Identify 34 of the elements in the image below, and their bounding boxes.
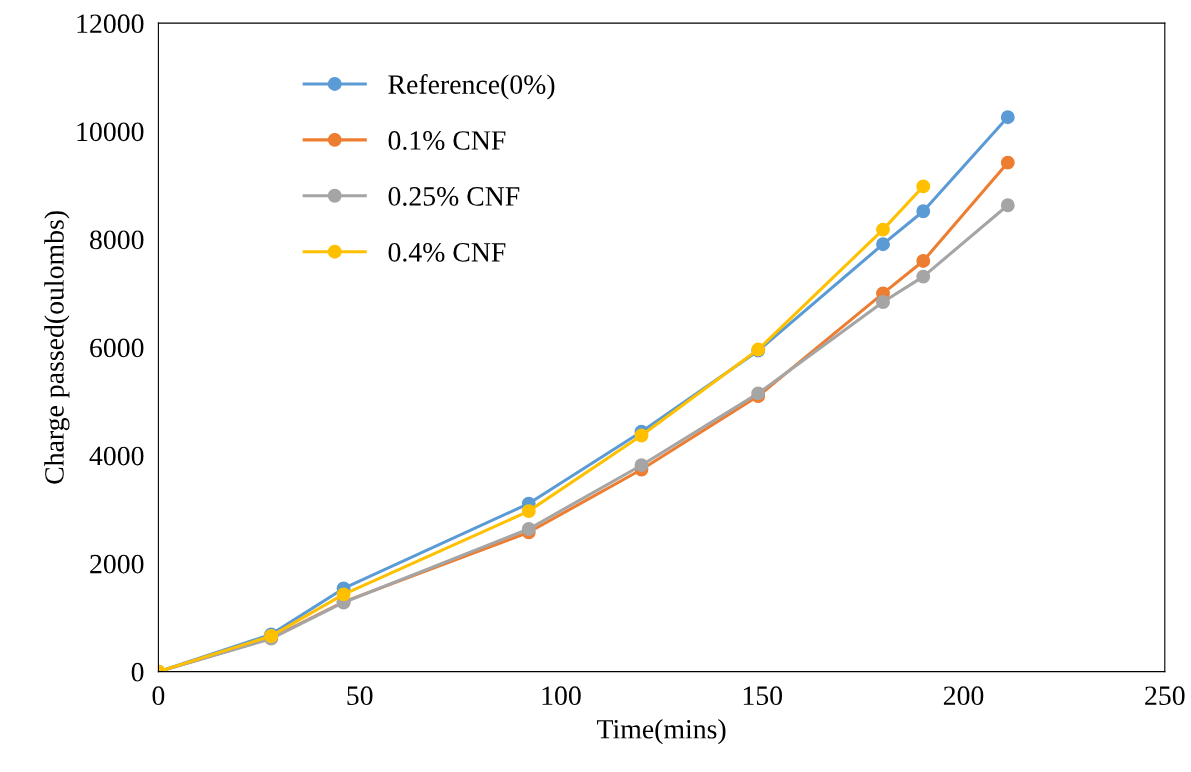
point (521, 522, 536, 536)
point (916, 204, 931, 219)
point (876, 295, 890, 309)
point (521, 504, 536, 519)
y-tick-label: 6000 (90, 338, 144, 358)
legend-label: Reference(0%) (388, 74, 555, 100)
x-tick-label: 50 (347, 686, 373, 706)
x-axis-title: Time(mins) (597, 719, 726, 745)
y-tick-label: 2000 (90, 554, 144, 574)
y-axis-title: Charge passed(oulombs) (44, 211, 70, 484)
y-tick-label: 4000 (89, 446, 144, 466)
point (1000, 155, 1015, 170)
point (634, 458, 649, 473)
x-tick-label: 0 (152, 686, 165, 706)
x-tick-label: 250 (1145, 686, 1185, 706)
point (336, 587, 351, 602)
point (1000, 110, 1015, 125)
point (876, 222, 890, 237)
legend-label: 0.4% CNF (388, 242, 506, 262)
x-tick-label: 150 (743, 686, 783, 706)
y-tick-label: 8000 (90, 230, 144, 250)
legend-label: 0.1% CNF (388, 131, 506, 150)
point (916, 269, 931, 284)
point (916, 179, 931, 194)
y-tick-label: 10000 (77, 122, 144, 142)
y-tick-label: 0 (131, 662, 144, 682)
point (916, 253, 931, 268)
point (876, 237, 890, 252)
point (634, 428, 649, 443)
y-tick-label: 12000 (77, 14, 144, 34)
x-tick-label: 200 (943, 686, 984, 706)
legend-label: 0.25% CNF (388, 187, 520, 206)
x-tick-label: 100 (542, 686, 581, 706)
point (1000, 198, 1015, 213)
